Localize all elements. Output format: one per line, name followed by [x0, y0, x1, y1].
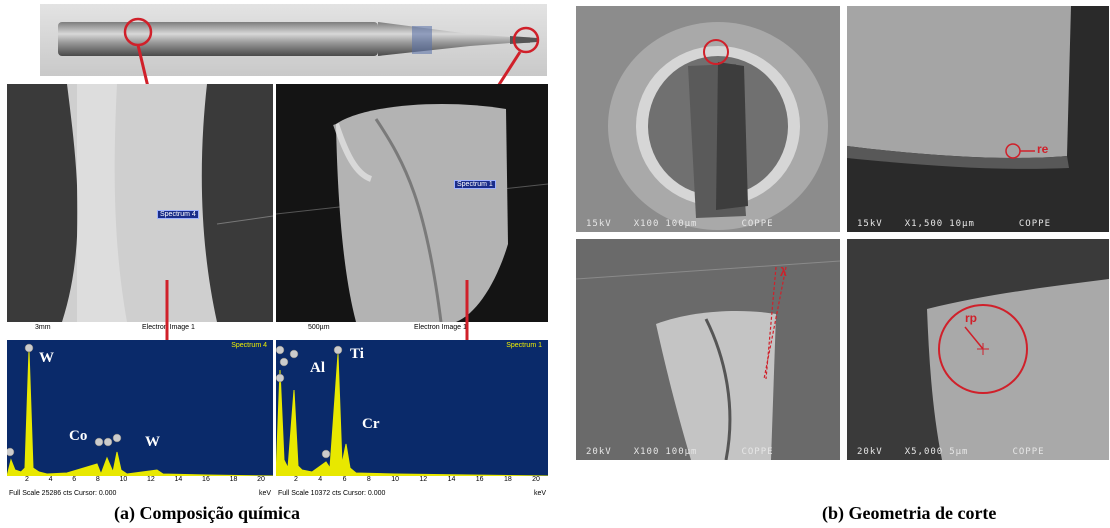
sem-geometry-end-view: 15kV X100 100µm COPPE — [576, 6, 840, 232]
org-label: COPPE — [741, 219, 774, 229]
tick-label: 4 — [318, 476, 323, 483]
sem-info-bar: 15kV X100 100µm COPPE — [576, 216, 840, 232]
spectrum-plot — [276, 345, 548, 476]
tick-label: 10 — [119, 476, 128, 483]
spectrum-title: Spectrum 4 — [231, 342, 267, 349]
sem-scalebar-strip: 500µm Electron Image 1 — [276, 322, 548, 335]
scale-label: 10µm — [949, 219, 975, 229]
caption-a: (a) Composição química — [114, 503, 300, 523]
peak-label-w: W — [39, 350, 54, 366]
scale-label: 100µm — [665, 447, 698, 457]
tick-label: 12 — [147, 476, 155, 483]
tick-label: 6 — [342, 476, 347, 483]
peak-label-co: Co — [69, 428, 88, 444]
scale-label: 500µm — [308, 324, 330, 331]
tick-label: 2 — [25, 476, 29, 483]
tick-label: 14 — [447, 476, 456, 483]
tick-label: 14 — [174, 476, 183, 483]
peak-label-ti: Ti — [350, 346, 364, 362]
tick-label: 8 — [366, 476, 371, 483]
voltage-label: 20kV — [857, 447, 883, 457]
spectrum-plot — [7, 343, 273, 476]
tick-label: 16 — [202, 476, 210, 483]
magnification-label: X5,000 — [904, 447, 944, 457]
tip-radius-label: rp — [965, 311, 977, 325]
sem-geometry-edge-radius: re 15kV X1,500 10µm COPPE — [847, 6, 1109, 232]
sem-image-tip: Spectrum 1 500µm Electron Image 1 — [276, 84, 548, 335]
spectrum-title: Spectrum 1 — [506, 342, 542, 349]
peak-label-al: Al — [310, 360, 325, 376]
tick-label: 20 — [532, 476, 540, 483]
tick-label: 20 — [257, 476, 265, 483]
spectrum-marker: Spectrum 4 — [157, 210, 199, 219]
spectrum-unit: keV — [258, 490, 271, 497]
tick-label: 12 — [419, 476, 428, 483]
scale-label: 3mm — [35, 324, 51, 331]
tick-label: 6 — [72, 476, 77, 483]
helix-angle-label: λ — [780, 265, 787, 279]
sem-info-bar: 15kV X1,500 10µm COPPE — [847, 216, 1109, 232]
voltage-label: 15kV — [586, 219, 612, 229]
eds-spectrum-tip: Spectrum 1 Al Ti Cr 2 4 6 8 10 12 14 16 … — [276, 340, 548, 498]
image-label: Electron Image 1 — [414, 324, 467, 331]
scale-label: 5µm — [949, 447, 969, 457]
tick-label: 18 — [229, 476, 238, 483]
voltage-label: 20kV — [586, 447, 612, 457]
magnification-label: X100 — [633, 219, 660, 229]
tick-label: 18 — [503, 476, 512, 483]
spectrum-axis: 2 4 6 8 10 12 14 16 18 20 Full Scale 103… — [276, 476, 548, 498]
sem-info-bar: 20kV X5,000 5µm COPPE — [847, 444, 1109, 460]
spectrum-footer: Full Scale 10372 cts Cursor: 0.000 — [278, 490, 386, 497]
caption-b: (b) Geometria de corte — [822, 503, 997, 523]
tick-label: 10 — [391, 476, 399, 483]
sem-image-shank: Spectrum 4 3mm Electron Image 1 — [7, 84, 273, 335]
edge-radius-label: re — [1037, 142, 1049, 156]
peak-label-cr: Cr — [362, 416, 380, 432]
magnification-label: X1,500 — [904, 219, 944, 229]
tick-label: 16 — [475, 476, 484, 483]
tick-label: 4 — [48, 476, 53, 483]
org-label: COPPE — [1018, 219, 1051, 229]
tick-label: 2 — [294, 476, 298, 483]
sem-geometry-helix-angle: λ 20kV X100 100µm COPPE — [576, 239, 840, 460]
tick-label: 8 — [95, 476, 100, 483]
org-label: COPPE — [1012, 447, 1045, 457]
voltage-label: 15kV — [857, 219, 883, 229]
eds-spectrum-shank: Spectrum 4 W Co W 2 4 6 8 10 12 14 16 18… — [7, 340, 273, 498]
spectrum-axis: 2 4 6 8 10 12 14 16 18 20 Full Scale 252… — [7, 476, 273, 498]
spectrum-unit: keV — [533, 490, 546, 497]
scale-label: 100µm — [665, 219, 698, 229]
spectrum-marker: Spectrum 1 — [454, 180, 496, 189]
org-label: COPPE — [741, 447, 774, 457]
sem-info-bar: 20kV X100 100µm COPPE — [576, 444, 840, 460]
sem-geometry-tip-radius: rp 20kV X5,000 5µm COPPE — [847, 239, 1109, 460]
spectrum-footer: Full Scale 25286 cts Cursor: 0.000 — [9, 490, 117, 497]
peak-label-w2: W — [145, 434, 160, 450]
magnification-label: X100 — [633, 447, 660, 457]
